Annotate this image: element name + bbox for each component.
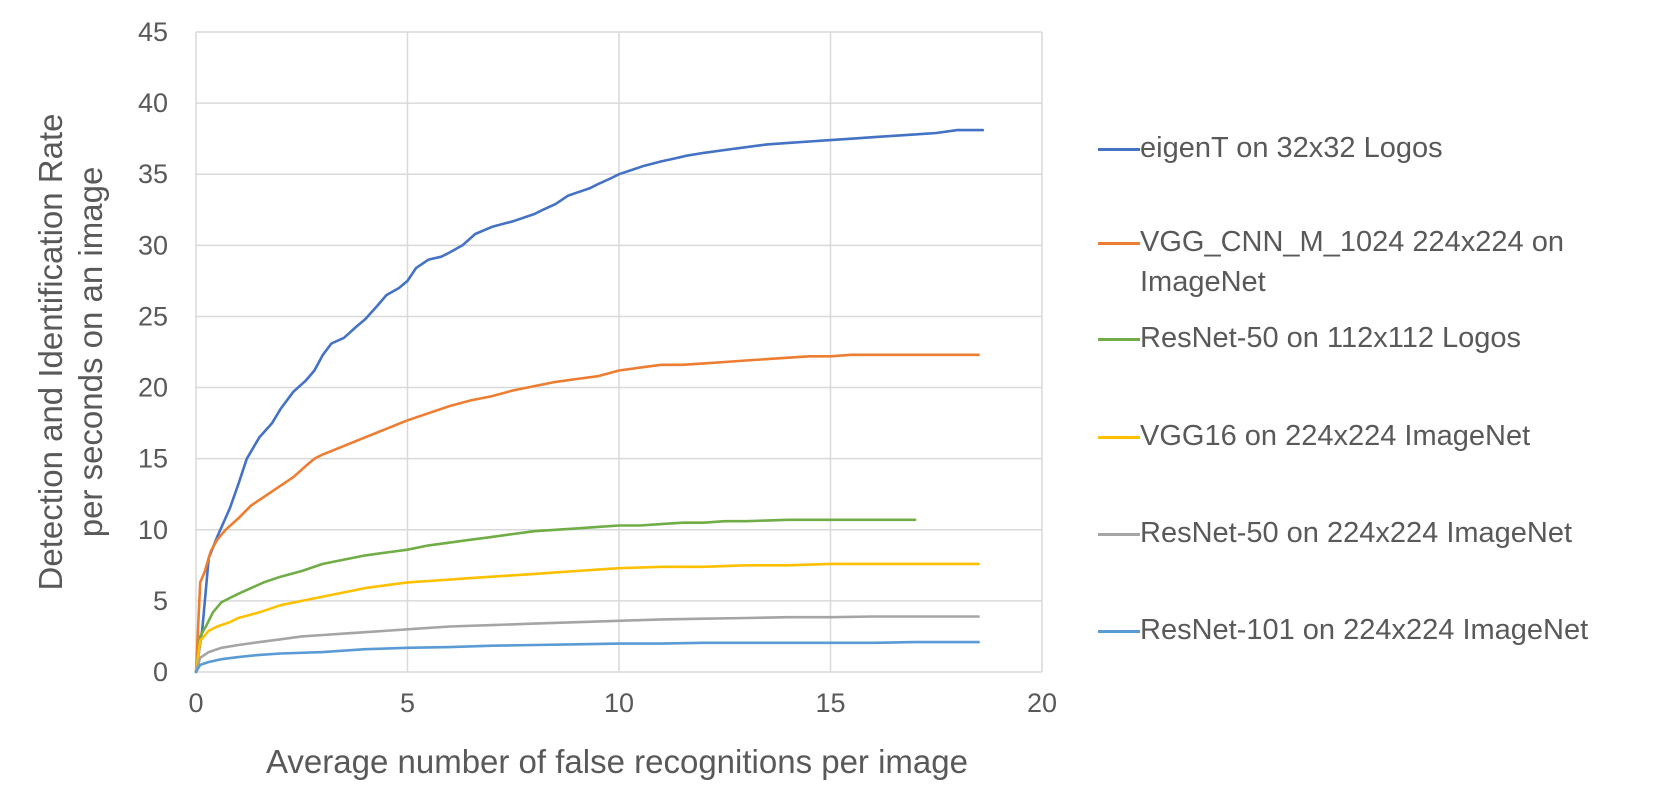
y-tick-label: 5 [153, 586, 168, 616]
y-tick-label: 0 [153, 657, 168, 687]
y-axis-title-line-2: per seconds on an image [72, 167, 109, 538]
y-tick-label: 10 [138, 515, 168, 545]
legend: eigenT on 32x32 Logos VGG_CNN_M_1024 224x… [1098, 0, 1658, 812]
x-tick-label: 15 [815, 688, 845, 718]
x-tick-label: 0 [188, 688, 203, 718]
legend-label: VGG_CNN_M_1024 224x224 on ImageNet [1140, 226, 1564, 298]
gridlines [195, 31, 1043, 673]
x-axis-title: Average number of false recognitions per… [266, 743, 968, 780]
legend-entry: eigenT on 32x32 Logos [1098, 132, 1640, 168]
y-tick-label: 45 [138, 17, 168, 47]
tick-labels: 0 5 10 15 20 25 30 35 40 45 0 5 10 15 20 [138, 17, 1057, 718]
series-lines [194, 128, 985, 674]
x-tick-label: 10 [604, 688, 634, 718]
legend-entry: VGG_CNN_M_1024 224x224 on ImageNet [1098, 226, 1640, 302]
y-tick-label: 15 [138, 444, 168, 474]
x-tick-label: 5 [400, 688, 415, 718]
legend-label: ResNet-101 on 224x224 ImageNet [1140, 614, 1589, 646]
legend-swatch [1098, 533, 1140, 536]
legend-swatch [1098, 436, 1140, 439]
legend-label: VGG16 on 224x224 ImageNet [1140, 420, 1531, 452]
y-tick-label: 40 [138, 88, 168, 118]
legend-label: ResNet-50 on 112x112 Logos [1140, 322, 1522, 354]
legend-label: ResNet-50 on 224x224 ImageNet [1140, 517, 1573, 549]
series-line-5 [194, 615, 980, 674]
y-tick-label: 25 [138, 301, 168, 331]
y-axis-title: Detection and Identification Rate per se… [32, 114, 109, 591]
legend-swatch [1098, 242, 1140, 245]
series-line-4 [194, 562, 980, 674]
series-line-2 [194, 353, 980, 674]
y-tick-label: 20 [138, 373, 168, 403]
legend-swatch [1098, 148, 1140, 151]
legend-entry: VGG16 on 224x224 ImageNet [1098, 420, 1640, 456]
legend-entry: ResNet-50 on 224x224 ImageNet [1098, 517, 1640, 553]
legend-swatch [1098, 630, 1140, 633]
legend-label: eigenT on 32x32 Logos [1140, 132, 1443, 164]
y-tick-label: 35 [138, 159, 168, 189]
series-line-3 [194, 518, 917, 674]
y-tick-label: 30 [138, 230, 168, 260]
legend-swatch [1098, 338, 1140, 341]
legend-entry: ResNet-101 on 224x224 ImageNet [1098, 614, 1640, 650]
x-tick-label: 20 [1027, 688, 1057, 718]
series-line-1 [194, 128, 985, 674]
series-line-6 [194, 640, 980, 674]
legend-entry: ResNet-50 on 112x112 Logos [1098, 322, 1640, 358]
y-axis-title-line-1: Detection and Identification Rate [32, 114, 69, 591]
